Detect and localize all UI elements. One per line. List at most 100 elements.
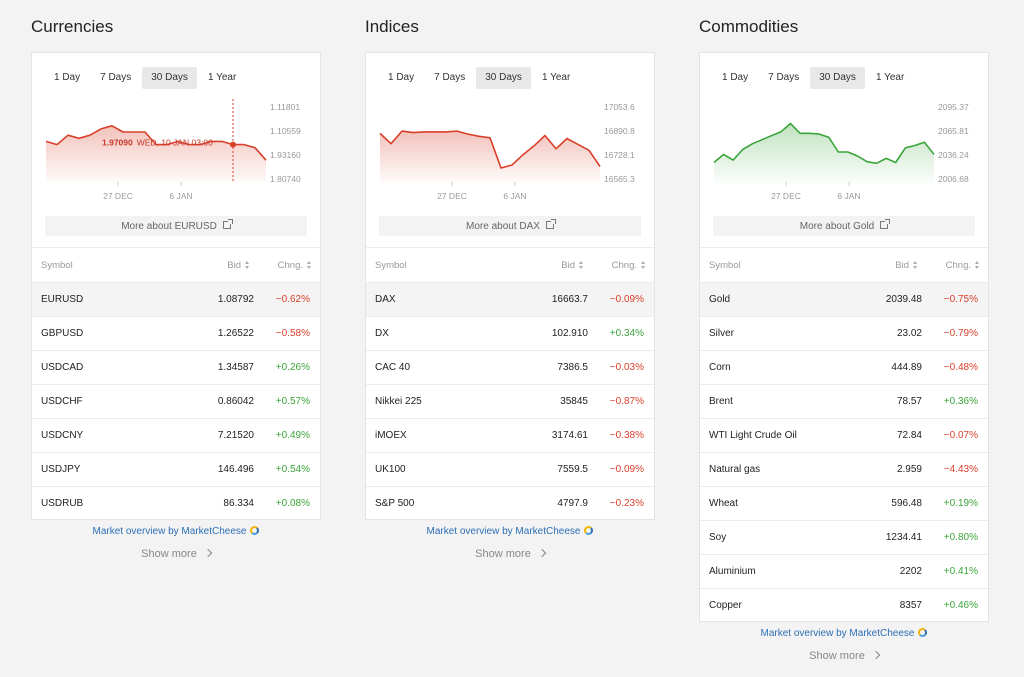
market-overview-link[interactable]: Market overview by MarketCheese [365, 526, 655, 537]
table-row[interactable]: S&P 500 4797.9 −0.23% [366, 487, 654, 520]
quotes-card: 1 Day 7 Days 30 Days 1 Year 1.11801 1.10559 1.… [31, 52, 321, 520]
table-row[interactable]: Wheat 596.48 +0.19% [700, 487, 988, 521]
market-overview-label: Market overview by MarketCheese [92, 526, 247, 537]
header-change[interactable]: Chng. [918, 260, 988, 271]
price-chart[interactable]: 2095.37 2065.81 2036.24 2006.68 27 DEC 6 JAN [700, 99, 988, 209]
table-row[interactable]: EURUSD 1.08792 −0.62% [32, 283, 320, 317]
table-row[interactable]: Brent 78.57 +0.36% [700, 385, 988, 419]
table-row[interactable]: UK100 7559.5 −0.09% [366, 453, 654, 487]
chart-svg: 2095.37 2065.81 2036.24 2006.68 27 DEC 6 JAN [713, 102, 969, 201]
row-bid: 146.496 [217, 464, 254, 475]
row-change: −0.48% [943, 362, 978, 373]
table-row[interactable]: USDRUB 86.334 +0.08% [32, 487, 320, 520]
table-row[interactable]: CAC 40 7386.5 −0.03% [366, 351, 654, 385]
y-tick-label: 2006.68 [938, 174, 969, 184]
tab-1-year[interactable]: 1 Year [207, 72, 237, 83]
tab-7-days[interactable]: 7 Days [768, 72, 800, 83]
table-row[interactable]: Corn 444.89 −0.48% [700, 351, 988, 385]
more-about-button[interactable]: More about Gold [713, 216, 975, 236]
table-row[interactable]: USDJPY 146.496 +0.54% [32, 453, 320, 487]
table-row[interactable]: iMOEX 3174.61 −0.38% [366, 419, 654, 453]
x-tick-label: 27 DEC [437, 191, 467, 201]
tab-30-days[interactable]: 30 Days [142, 67, 197, 89]
row-symbol: WTI Light Crude Oil [709, 430, 797, 441]
table-row[interactable]: Natural gas 2.959 −4.43% [700, 453, 988, 487]
more-about-button[interactable]: More about EURUSD [45, 216, 307, 236]
row-change: +0.57% [275, 396, 310, 407]
tab-1-day[interactable]: 1 Day [388, 72, 415, 83]
show-more-button[interactable]: Show more [365, 548, 655, 560]
row-change: +0.19% [943, 498, 978, 509]
table-row[interactable]: GBPUSD 1.26522 −0.58% [32, 317, 320, 351]
more-about-label: More about Gold [799, 220, 875, 232]
y-tick-label: 1.10559 [270, 126, 301, 136]
sort-icon [307, 260, 312, 269]
y-tick-label: 2065.81 [938, 126, 969, 136]
sort-icon [975, 260, 980, 269]
row-bid: 2202 [899, 566, 922, 577]
x-tick-label: 6 JAN [837, 191, 860, 201]
tab-7-days[interactable]: 7 Days [100, 72, 132, 83]
table-row[interactable]: Nikkei 225 35845 −0.87% [366, 385, 654, 419]
table-row[interactable]: USDCHF 0.86042 +0.57% [32, 385, 320, 419]
show-more-label: Show more [809, 650, 865, 662]
period-tabs: 1 Day 7 Days 30 Days 1 Year [379, 67, 581, 89]
sort-icon [913, 260, 918, 269]
chart-area [46, 125, 266, 183]
row-symbol: USDJPY [41, 464, 81, 475]
y-tick-label: 1.93160 [270, 150, 301, 160]
period-tabs: 1 Day 7 Days 30 Days 1 Year [45, 67, 247, 89]
table-row[interactable]: Aluminium 2202 +0.41% [700, 555, 988, 589]
sort-icon [579, 260, 584, 269]
tab-7-days[interactable]: 7 Days [434, 72, 466, 83]
row-bid: 596.48 [891, 498, 922, 509]
row-bid: 2039.48 [885, 294, 922, 305]
show-more-button[interactable]: Show more [699, 650, 989, 662]
tab-1-year[interactable]: 1 Year [541, 72, 571, 83]
quotes-table: Symbol Bid Chng. Gold 2039.48 −0.75% Silver 23.… [700, 247, 988, 622]
table-row[interactable]: WTI Light Crude Oil 72.84 −0.07% [700, 419, 988, 453]
table-row[interactable]: Soy 1234.41 +0.80% [700, 521, 988, 555]
market-overview-link[interactable]: Market overview by MarketCheese [31, 526, 321, 537]
row-bid: 1234.41 [885, 532, 922, 543]
header-bid[interactable]: Bid [524, 260, 584, 271]
table-row[interactable]: USDCAD 1.34587 +0.26% [32, 351, 320, 385]
header-change[interactable]: Chng. [584, 260, 654, 271]
table-row[interactable]: Silver 23.02 −0.79% [700, 317, 988, 351]
tab-30-days[interactable]: 30 Days [810, 67, 865, 89]
row-bid: 4797.9 [557, 498, 588, 509]
row-bid: 8357 [899, 600, 922, 611]
price-chart[interactable]: 17053.6 16890.8 16728.1 16565.3 27 DEC 6 JAN [366, 99, 654, 209]
row-change: −0.87% [609, 396, 644, 407]
row-change: −4.43% [943, 464, 978, 475]
table-row[interactable]: DAX 16663.7 −0.09% [366, 283, 654, 317]
tab-1-year[interactable]: 1 Year [875, 72, 905, 83]
header-change-label: Chng. [277, 259, 303, 271]
sort-icon [641, 260, 646, 269]
tab-30-days[interactable]: 30 Days [476, 67, 531, 89]
row-change: +0.36% [943, 396, 978, 407]
tab-1-day[interactable]: 1 Day [54, 72, 81, 83]
quotes-table: Symbol Bid Chng. EURUSD 1.08792 −0.62% GBPUSD 1… [32, 247, 320, 520]
header-change[interactable]: Chng. [250, 260, 320, 271]
row-symbol: USDRUB [41, 498, 84, 509]
row-symbol: GBPUSD [41, 328, 84, 339]
table-row[interactable]: Gold 2039.48 −0.75% [700, 283, 988, 317]
row-symbol: Copper [709, 600, 742, 611]
show-more-button[interactable]: Show more [31, 548, 321, 560]
tab-1-day[interactable]: 1 Day [722, 72, 749, 83]
table-row[interactable]: Copper 8357 +0.46% [700, 589, 988, 622]
more-about-button[interactable]: More about DAX [379, 216, 641, 236]
row-bid: 444.89 [891, 362, 922, 373]
header-bid[interactable]: Bid [190, 260, 250, 271]
price-chart[interactable]: 1.11801 1.10559 1.93160 1.80740 27 DEC 6 JAN 1… [32, 99, 320, 209]
header-bid[interactable]: Bid [858, 260, 918, 271]
sort-icon [245, 260, 250, 269]
market-overview-link[interactable]: Market overview by MarketCheese [699, 628, 989, 639]
table-row[interactable]: USDCNY 7.21520 +0.49% [32, 419, 320, 453]
row-change: −0.07% [943, 430, 978, 441]
row-symbol: DX [375, 328, 389, 339]
row-bid: 2.959 [896, 464, 922, 475]
table-row[interactable]: DX 102.910 +0.34% [366, 317, 654, 351]
y-tick-label: 2036.24 [938, 150, 969, 160]
